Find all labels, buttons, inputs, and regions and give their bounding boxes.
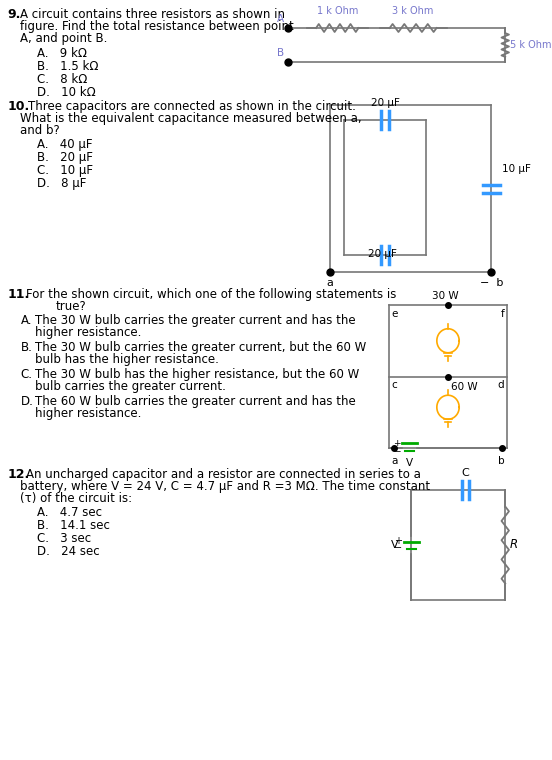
- Text: C.   8 kΩ: C. 8 kΩ: [37, 73, 88, 86]
- Text: 20 μF: 20 μF: [368, 249, 397, 259]
- Text: C.   10 μF: C. 10 μF: [37, 164, 93, 177]
- Text: and b?: and b?: [20, 124, 60, 137]
- Text: 3 k Ohm: 3 k Ohm: [392, 6, 434, 16]
- Text: a: a: [327, 278, 334, 288]
- Text: What is the equivalent capacitance measured between a,: What is the equivalent capacitance measu…: [20, 112, 362, 125]
- Text: A, and point B.: A, and point B.: [20, 32, 108, 45]
- Text: −: −: [394, 543, 402, 553]
- Text: (τ) of the circuit is:: (τ) of the circuit is:: [20, 492, 132, 505]
- Text: −: −: [392, 447, 400, 455]
- Text: B.   1.5 kΩ: B. 1.5 kΩ: [37, 60, 99, 73]
- Text: The 30 W bulb carries the greater current and has the: The 30 W bulb carries the greater curren…: [35, 314, 356, 327]
- Text: D.: D.: [20, 395, 33, 408]
- Text: A: A: [277, 14, 284, 24]
- Text: 11.: 11.: [7, 288, 30, 301]
- Text: C.: C.: [20, 368, 33, 381]
- Text: A.   4.7 sec: A. 4.7 sec: [37, 506, 102, 519]
- Text: C.   3 sec: C. 3 sec: [37, 532, 91, 545]
- Text: The 30 W bulb has the higher resistance, but the 60 W: The 30 W bulb has the higher resistance,…: [35, 368, 359, 381]
- Text: +: +: [394, 537, 402, 546]
- Text: Three capacitors are connected as shown in the circuit.: Three capacitors are connected as shown …: [28, 100, 356, 113]
- Text: 20 μF: 20 μF: [371, 98, 400, 108]
- Text: higher resistance.: higher resistance.: [35, 407, 142, 420]
- Text: A.   40 μF: A. 40 μF: [37, 138, 93, 151]
- Text: 9.: 9.: [7, 8, 21, 21]
- Text: A.   9 kΩ: A. 9 kΩ: [37, 47, 87, 60]
- Text: e: e: [392, 309, 398, 319]
- Text: d: d: [498, 381, 505, 391]
- Text: +: +: [392, 439, 400, 448]
- Text: 1 k Ohm: 1 k Ohm: [317, 6, 358, 16]
- Text: B.   20 μF: B. 20 μF: [37, 151, 93, 164]
- Text: V: V: [406, 458, 413, 468]
- Text: 12.: 12.: [7, 468, 30, 481]
- Text: C: C: [462, 468, 470, 478]
- Text: 10.: 10.: [7, 100, 30, 113]
- Text: b: b: [498, 456, 505, 466]
- Text: D.   10 kΩ: D. 10 kΩ: [37, 86, 96, 99]
- Text: An uncharged capacitor and a resistor are connected in series to a: An uncharged capacitor and a resistor ar…: [26, 468, 421, 481]
- Text: 60 W: 60 W: [451, 382, 477, 391]
- Text: D.   24 sec: D. 24 sec: [37, 545, 100, 558]
- Text: V: V: [391, 540, 398, 550]
- Text: The 30 W bulb carries the greater current, but the 60 W: The 30 W bulb carries the greater curren…: [35, 341, 367, 354]
- Text: D.   8 μF: D. 8 μF: [37, 177, 87, 190]
- Text: f: f: [501, 309, 505, 319]
- Text: 30 W: 30 W: [432, 291, 459, 301]
- Text: 10 μF: 10 μF: [502, 164, 530, 175]
- Text: true?: true?: [56, 300, 87, 313]
- Text: a: a: [392, 456, 398, 466]
- Text: A.: A.: [20, 314, 32, 327]
- Text: For the shown circuit, which one of the following statements is: For the shown circuit, which one of the …: [26, 288, 396, 301]
- Text: −  b: − b: [480, 278, 503, 288]
- Text: The 60 W bulb carries the greater current and has the: The 60 W bulb carries the greater curren…: [35, 395, 356, 408]
- Text: bulb has the higher resistance.: bulb has the higher resistance.: [35, 353, 219, 366]
- Text: B.   14.1 sec: B. 14.1 sec: [37, 519, 110, 532]
- Text: R: R: [510, 539, 518, 552]
- Text: c: c: [392, 381, 397, 391]
- Text: B.: B.: [20, 341, 33, 354]
- Text: figure. Find the total resistance between point: figure. Find the total resistance betwee…: [20, 20, 294, 33]
- Text: A circuit contains three resistors as shown in: A circuit contains three resistors as sh…: [20, 8, 285, 21]
- Text: B: B: [277, 48, 284, 58]
- Text: 5 k Ohm: 5 k Ohm: [510, 40, 551, 50]
- Text: battery, where V = 24 V, C = 4.7 μF and R =3 MΩ. The time constant: battery, where V = 24 V, C = 4.7 μF and …: [20, 480, 431, 493]
- Text: bulb carries the greater current.: bulb carries the greater current.: [35, 380, 226, 393]
- Text: higher resistance.: higher resistance.: [35, 326, 142, 339]
